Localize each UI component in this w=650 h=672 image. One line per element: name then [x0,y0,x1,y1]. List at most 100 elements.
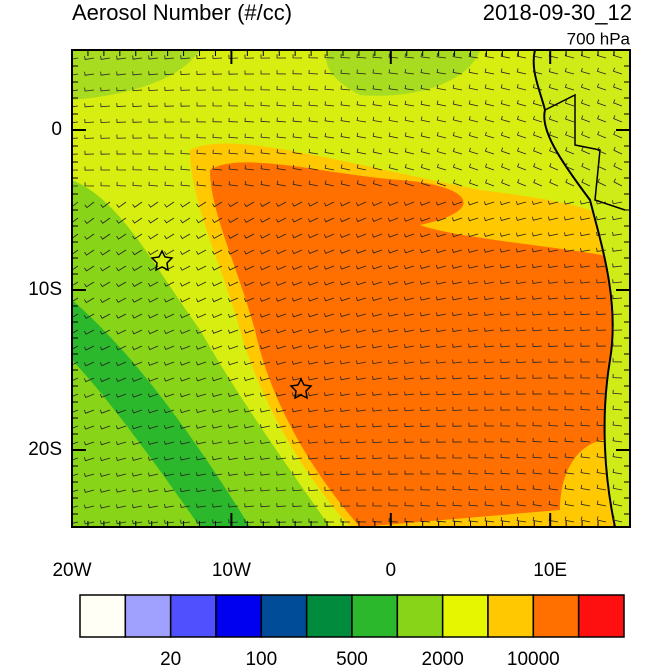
wind-barb [179,361,191,366]
wind-barb [131,329,143,335]
wind-barb [403,296,415,301]
colorbar-box [305,594,353,638]
wind-barb [275,376,287,381]
wind-barb [356,470,367,475]
wind-barb [244,133,255,139]
wind-barb [404,391,415,396]
wind-barb [259,249,271,255]
wind-barb [339,249,351,254]
wind-barb [211,329,223,334]
wind-barb [356,391,367,396]
wind-barb [485,179,495,187]
wind-barb [436,501,447,507]
colorbar-box [396,594,444,638]
wind-barb [371,201,383,207]
wind-barb [196,201,207,208]
wind-barb [372,101,383,107]
wind-barb [484,501,495,507]
wind-barb [228,102,239,107]
wind-barb [308,439,319,444]
wind-barb [100,201,111,209]
wind-barb [580,469,591,475]
wind-barb [596,437,607,443]
wind-barb [148,181,159,187]
wind-barb [179,377,191,382]
wind-barb [196,472,207,477]
wind-barb [403,280,415,285]
wind-barb [516,390,527,395]
wind-barb [597,178,607,187]
wind-barb [115,345,127,351]
wind-barb [212,233,223,239]
wind-barb [72,281,79,287]
wind-barb [435,249,447,254]
wind-barb [515,216,527,221]
wind-barb [340,85,351,91]
wind-barb [115,393,127,398]
wind-barb [404,375,415,380]
wind-barb [532,406,543,411]
wind-barb [420,470,431,475]
wind-barb [435,233,447,238]
wind-barb [404,517,415,523]
wind-barb [308,69,319,75]
wind-barb [83,488,95,493]
wind-barb [356,344,367,349]
wind-barb [403,249,415,254]
wind-barb [516,485,527,491]
wind-barb [581,115,591,123]
wind-barb [484,248,495,253]
wind-barb [340,344,351,349]
wind-barb [532,390,543,395]
wind-barb [308,392,319,397]
wind-barb [580,67,591,75]
wind-barb [596,468,607,475]
wind-barb [132,472,143,477]
wind-barb [371,265,383,270]
wind-barb [339,265,351,270]
wind-barb [372,518,383,523]
wind-barb [548,279,559,284]
wind-barb [500,374,511,379]
wind-barb [581,147,591,155]
wind-barb [292,487,303,492]
wind-barb [243,392,255,397]
wind-barb [308,455,319,460]
wind-barb [549,131,559,139]
wind-barb [148,265,159,272]
wind-barb [228,456,239,461]
colorbar-box [215,594,263,638]
wind-barb [163,329,175,335]
wind-barb [132,201,143,208]
wind-barb [260,201,271,207]
wind-barb [451,248,463,253]
wind-barb [83,472,95,478]
colorbar-box [577,594,625,638]
wind-barb [147,393,159,398]
wind-barb [500,147,511,155]
wind-barb [356,518,367,523]
wind-barb [307,233,319,239]
wind-barb [404,312,415,317]
wind-barb [244,165,255,171]
wind-barb [211,297,223,303]
wind-barb [243,313,255,318]
wind-barb [100,87,111,92]
wind-barb [276,455,287,460]
wind-barb [164,55,175,60]
wind-barb [596,342,607,347]
wind-barb [580,279,591,284]
wind-barb [275,265,287,271]
wind-barb [163,393,175,398]
wind-barb [388,454,399,459]
wind-barb [452,359,463,364]
wind-barb [83,345,95,351]
wind-barb [72,313,79,318]
wind-barb [132,233,143,240]
wind-barb [484,327,495,332]
wind-barb [388,391,399,396]
wind-barb [387,233,399,238]
wind-barb [180,265,191,271]
wind-barb [371,249,383,254]
wind-barb [100,313,111,319]
